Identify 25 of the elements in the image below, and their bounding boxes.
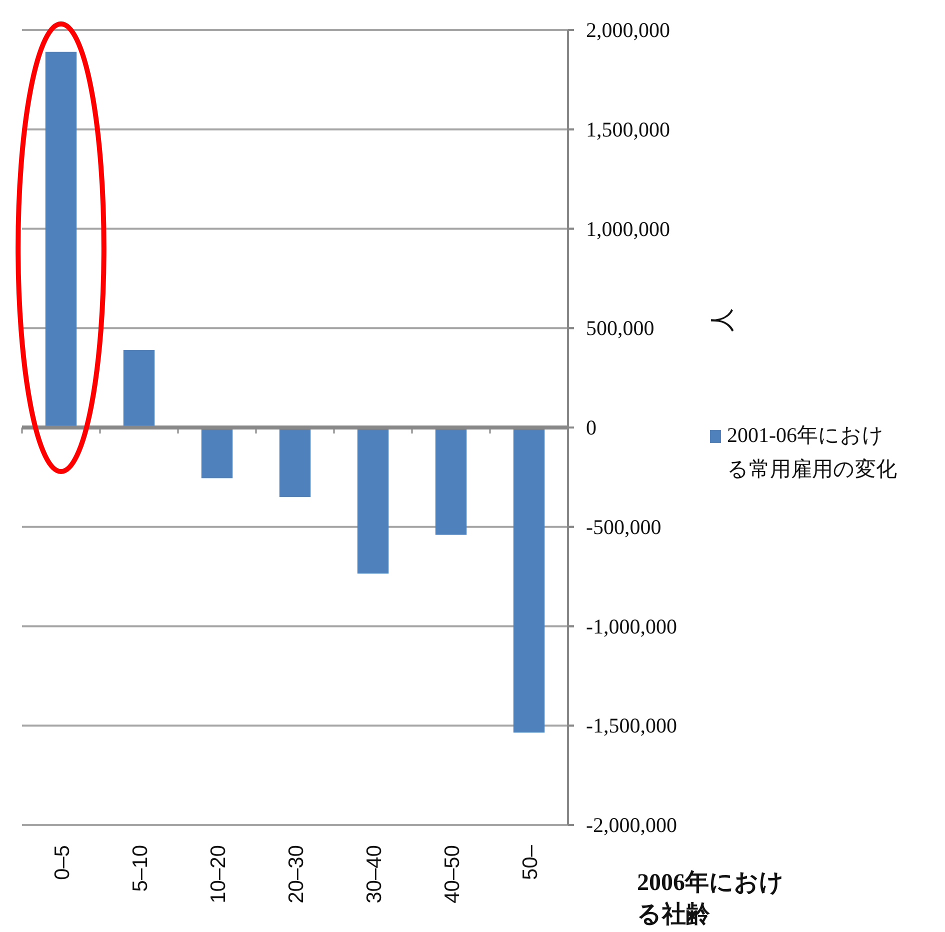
bar bbox=[201, 428, 233, 478]
y-axis-title: 人 bbox=[710, 308, 736, 332]
y-tick-label: 0 bbox=[586, 416, 596, 440]
bar bbox=[513, 428, 545, 733]
bar bbox=[123, 350, 155, 428]
x-tick-label: 30–40 bbox=[363, 845, 386, 904]
x-tick-label: 40–50 bbox=[441, 845, 464, 904]
y-tick-label: -1,500,000 bbox=[586, 714, 677, 738]
x-tick-label: 20–30 bbox=[285, 845, 308, 904]
legend-label: 2001-06年における常用雇用の変化 bbox=[727, 423, 897, 481]
bar bbox=[435, 428, 467, 535]
x-tick-label: 10–20 bbox=[207, 845, 230, 904]
y-tick-label: 2,000,000 bbox=[586, 18, 670, 42]
y-tick-label: 500,000 bbox=[586, 316, 654, 340]
y-tick-label: -2,000,000 bbox=[586, 813, 677, 837]
x-axis-title: 2006年における社齢 bbox=[637, 869, 784, 928]
x-tick-label: 0–5 bbox=[51, 845, 74, 880]
y-tick-label: 1,000,000 bbox=[586, 216, 670, 241]
bar bbox=[357, 428, 389, 574]
y-tick-label: -1,000,000 bbox=[586, 614, 677, 638]
x-tick-label: 50– bbox=[519, 844, 542, 880]
y-tick-label: 1,500,000 bbox=[586, 117, 670, 142]
x-tick-label: 5–10 bbox=[129, 845, 152, 892]
y-tick-label: -500,000 bbox=[586, 514, 662, 539]
bar bbox=[279, 428, 311, 498]
